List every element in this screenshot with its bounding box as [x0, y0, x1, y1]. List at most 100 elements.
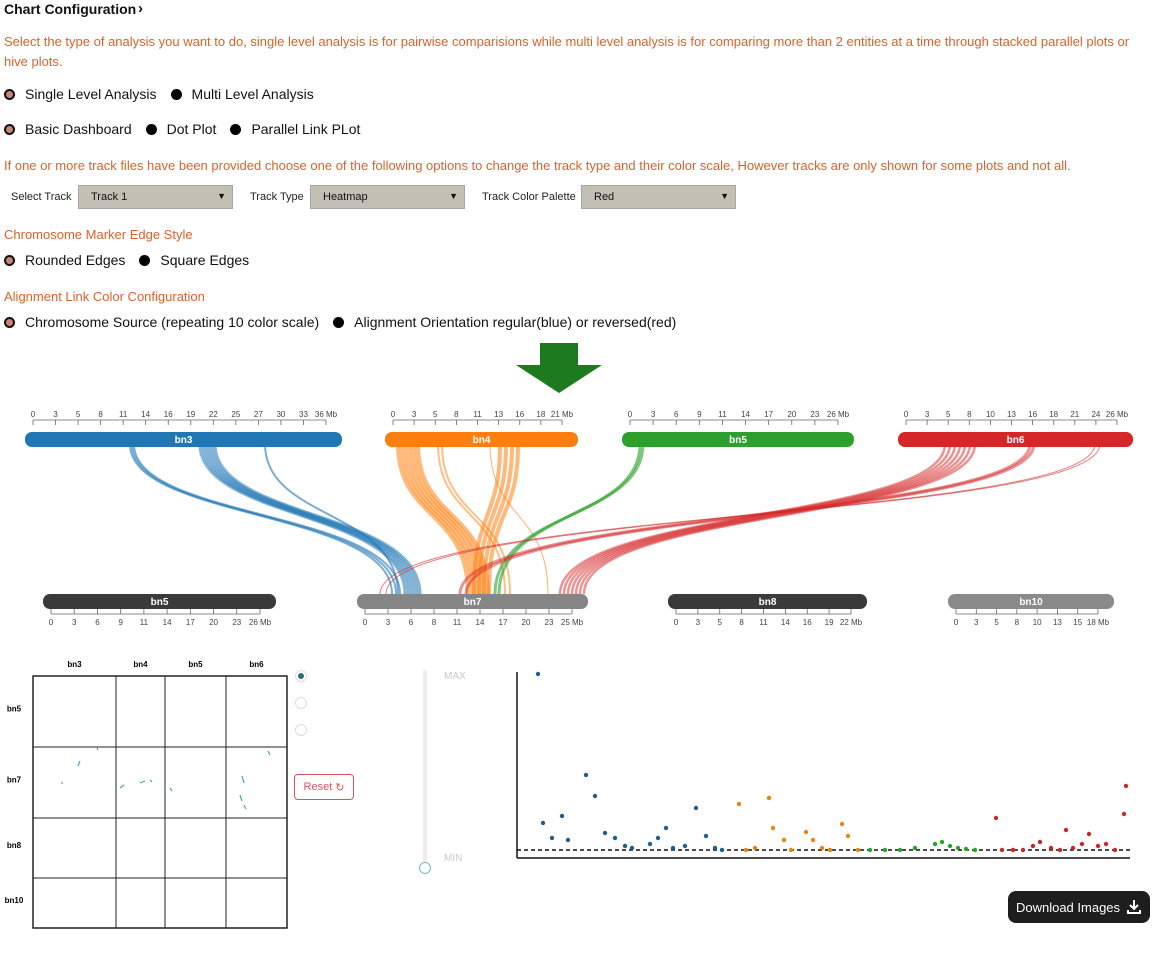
tick-label: 0: [391, 410, 396, 419]
chevron-down-icon: ▼: [449, 191, 458, 201]
tick-label: 0: [954, 618, 959, 627]
matrix-alignment-segment: [241, 775, 245, 784]
alignment-link: [464, 443, 1036, 595]
scatter-point: [845, 833, 851, 839]
track-type-dropdown[interactable]: Heatmap ▼: [310, 185, 465, 209]
radio-alignment-orientation[interactable]: [333, 316, 345, 328]
radio-dot-plot[interactable]: [145, 123, 157, 135]
link-color-radio-group: Chromosome Source (repeating 10 color sc…: [4, 314, 690, 330]
scatter-point: [955, 845, 961, 851]
tick-label: 3: [974, 618, 979, 627]
reset-label: Reset: [303, 781, 333, 793]
reset-button[interactable]: Reset ↻: [294, 774, 354, 800]
radio-label: Single Level Analysis: [25, 86, 157, 102]
radio-label: Square Edges: [160, 252, 250, 268]
top-chromosome-label-bn6: bn6: [1007, 435, 1025, 446]
tick-label: 19: [825, 618, 834, 627]
view-option-radio-2[interactable]: [295, 697, 307, 709]
tick-label: 16: [1028, 410, 1037, 419]
view-option-radio-1[interactable]: [295, 670, 307, 682]
tick-label: 0: [904, 410, 909, 419]
chevron-right-icon[interactable]: ›: [138, 0, 143, 17]
tick-label: 0: [674, 618, 679, 627]
tick-label: 10: [1033, 618, 1042, 627]
radio-parallel-link-plot[interactable]: [230, 123, 242, 135]
dot-plot-matrix: bn3 bn4 bn5 bn6 bn5 bn7 bn8 bn10: [5, 660, 288, 929]
tick-label: 8: [454, 410, 459, 419]
dropdown-value: Heatmap: [323, 191, 368, 203]
tick-label: 6: [674, 410, 679, 419]
track-palette-label: Track Color Palette: [482, 191, 576, 203]
matrix-alignment-segment: [139, 780, 146, 784]
scatter-point: [932, 841, 938, 847]
tick-label: 5: [718, 618, 723, 627]
scatter-point: [803, 829, 809, 835]
radio-label: Parallel Link PLot: [251, 121, 361, 137]
scatter-point: [565, 837, 571, 843]
top-chromosome-label-bn5: bn5: [729, 435, 747, 446]
select-track-dropdown[interactable]: Track 1 ▼: [78, 185, 233, 209]
top-chromosome-label-bn4: bn4: [473, 435, 491, 446]
tick-label: 9: [697, 410, 702, 419]
download-images-button[interactable]: Download Images: [1008, 891, 1150, 923]
radio-label: Alignment Orientation regular(blue) or r…: [354, 314, 677, 330]
tick-label: 18 Mb: [1087, 618, 1110, 627]
radio-single-level[interactable]: [4, 88, 15, 100]
tick-label: 24: [1091, 410, 1100, 419]
analysis-description: Select the type of analysis you want to …: [4, 34, 1130, 69]
alignment-link: [582, 443, 977, 595]
alignment-link: [396, 443, 470, 595]
radio-chromosome-source[interactable]: [4, 316, 15, 328]
scatter-point: [663, 825, 669, 831]
tick-label: 17: [186, 618, 195, 627]
scatter-point: [1086, 831, 1092, 837]
threshold-slider-handle[interactable]: [419, 862, 431, 874]
matrix-column-label: bn5: [188, 660, 203, 669]
tick-label: 14: [141, 410, 150, 419]
scatter-point: [1010, 847, 1016, 853]
scatter-point: [549, 835, 555, 841]
tick-label: 14: [781, 618, 790, 627]
radio-basic-dashboard[interactable]: [4, 123, 15, 135]
tick-label: 11: [759, 618, 768, 627]
bottom-chromosome-label-bn5: bn5: [151, 597, 169, 608]
tick-label: 8: [432, 618, 437, 627]
tick-label: 13: [494, 410, 503, 419]
scatter-point: [1070, 845, 1076, 851]
tick-label: 0: [49, 618, 54, 627]
scatter-point: [736, 801, 742, 807]
alignment-link: [379, 443, 1096, 595]
scatter-point: [719, 847, 725, 853]
tick-label: 0: [363, 618, 368, 627]
threshold-slider-track[interactable]: [423, 670, 427, 868]
radio-rounded-edges[interactable]: [4, 254, 15, 266]
marker-edge-radio-group: Rounded Edges Square Edges: [4, 252, 263, 268]
view-option-radio-3[interactable]: [295, 724, 307, 736]
scatter-point: [867, 847, 873, 853]
bottom-chromosome-label-bn10: bn10: [1019, 597, 1043, 608]
radio-multi-level[interactable]: [170, 88, 182, 100]
matrix-border: [32, 675, 288, 929]
tick-label: 14: [741, 410, 750, 419]
download-label: Download Images: [1015, 899, 1121, 915]
scatter-point: [612, 835, 618, 841]
scatter-point: [939, 839, 945, 845]
tick-label: 5: [433, 410, 438, 419]
bottom-chromosome-label-bn8: bn8: [759, 597, 777, 608]
alignment-link: [201, 443, 410, 595]
alignment-scatter-plot: [516, 671, 1130, 859]
tick-label: 5: [994, 618, 999, 627]
tick-label: 20: [209, 618, 218, 627]
select-track-label: Select Track: [11, 191, 72, 203]
download-icon: [1127, 900, 1142, 914]
tick-label: 3: [412, 410, 417, 419]
bottom-chromosome-marker-bn10: [948, 594, 1114, 609]
track-palette-dropdown[interactable]: Red ▼: [581, 185, 736, 209]
tick-label: 11: [718, 410, 727, 419]
bottom-chromosome-marker-bn7: [357, 594, 588, 609]
alignment-link: [133, 443, 401, 595]
scatter-point: [766, 795, 772, 801]
radio-square-edges[interactable]: [139, 254, 151, 266]
radio-label: Chromosome Source (repeating 10 color sc…: [25, 314, 320, 330]
